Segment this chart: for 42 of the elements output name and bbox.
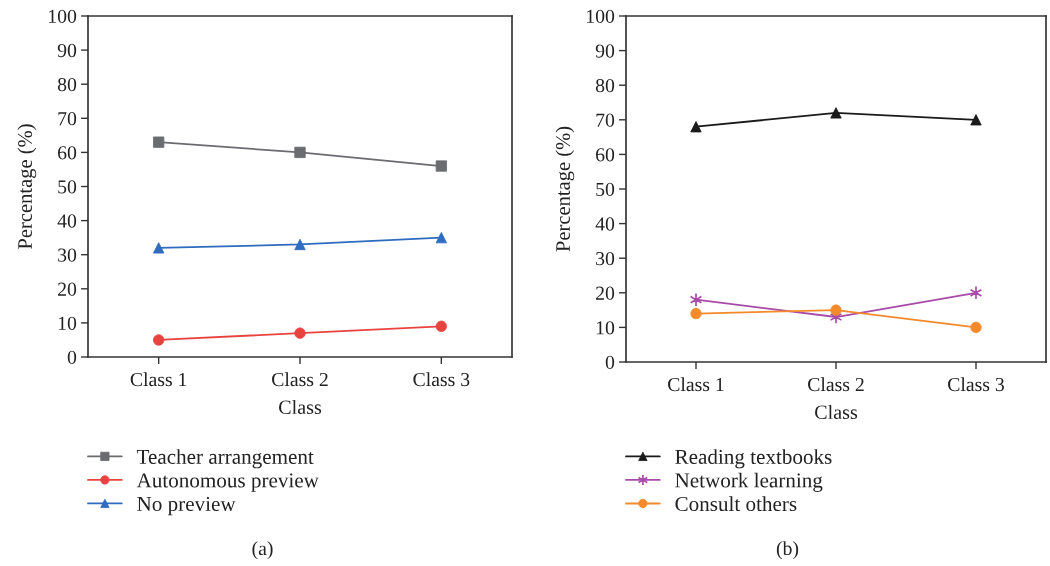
legend-label: No preview (137, 496, 236, 516)
y-tick-label: 80 (595, 78, 615, 93)
y-tick-label: 40 (57, 214, 77, 228)
legend-label: Reading textbooks (675, 449, 832, 469)
x-tick-label: Class 2 (272, 372, 328, 387)
y-tick-label: 90 (595, 44, 615, 58)
x-tick-label: Class 1 (130, 372, 187, 387)
y-tick-label: 0 (67, 350, 77, 365)
y-tick-label: 50 (58, 180, 77, 194)
point (689, 292, 703, 307)
y-tick-label: 40 (595, 217, 615, 231)
y-tick-label: 70 (596, 113, 615, 127)
legend-label: Autonomous preview (136, 473, 319, 492)
y-axis-title: Percentage (%) (555, 126, 575, 252)
y-tick-label: 80 (57, 77, 77, 92)
y-tick-label: 50 (596, 182, 615, 197)
y-tick-label: 70 (58, 112, 77, 126)
y-tick-label: 20 (58, 282, 77, 296)
legend-label: Consult others (675, 496, 797, 512)
x-tick-label: Class 1 (668, 377, 724, 392)
y-tick-label: 90 (57, 43, 77, 58)
y-tick-label: 30 (58, 248, 77, 262)
x-tick-label: Class 2 (808, 377, 864, 392)
y-tick-label: 100 (587, 9, 615, 24)
y-tick-label: 100 (49, 9, 77, 24)
x-tick-label: Class 3 (948, 377, 1004, 392)
point (969, 285, 983, 300)
x-axis-title: Class (815, 404, 858, 420)
x-axis-title: Class (279, 399, 322, 415)
y-tick-label: 60 (58, 146, 77, 160)
y-tick-label: 10 (58, 316, 77, 330)
legend-label: Teacher arrangement (136, 449, 314, 469)
y-axis-title: Percentage (%) (17, 124, 37, 249)
y-tick-label: 20 (596, 286, 615, 300)
x-tick-label: Class 3 (413, 372, 470, 387)
text: (a) (252, 541, 273, 560)
text: (b) (776, 541, 799, 560)
y-tick-label: 30 (596, 251, 615, 266)
y-tick-label: 10 (596, 321, 615, 335)
y-tick-label: 60 (596, 148, 615, 162)
legend-label: Network learning (675, 472, 823, 492)
y-tick-label: 0 (605, 355, 615, 370)
